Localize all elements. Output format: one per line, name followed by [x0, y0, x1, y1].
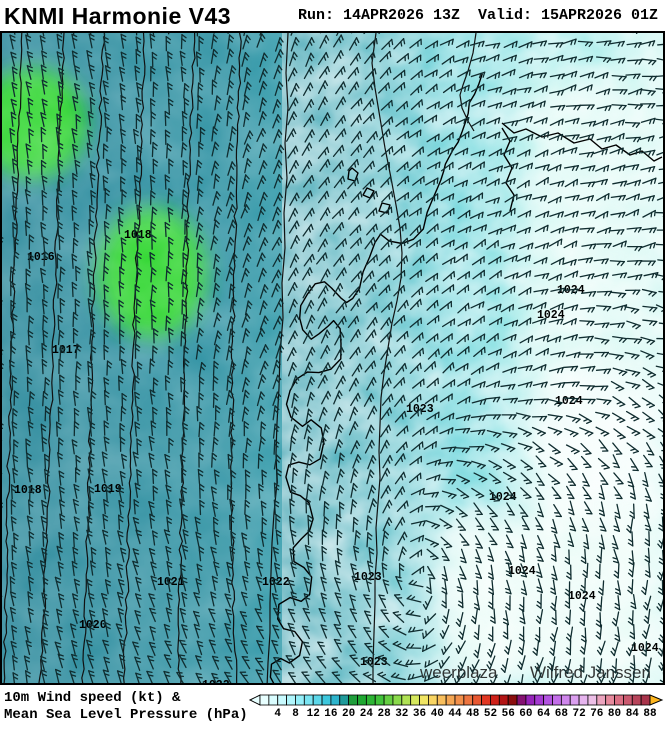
svg-text:40: 40 [431, 708, 444, 720]
svg-text:60: 60 [519, 708, 532, 720]
svg-text:1023: 1023 [530, 683, 558, 685]
svg-text:16: 16 [324, 708, 337, 720]
svg-text:1024: 1024 [568, 590, 596, 603]
svg-text:36: 36 [413, 708, 426, 720]
svg-text:56: 56 [502, 708, 515, 720]
svg-text:28: 28 [377, 708, 391, 720]
svg-text:1024: 1024 [631, 642, 659, 655]
svg-text:1018: 1018 [14, 484, 42, 497]
svg-text:1022: 1022 [262, 576, 290, 589]
svg-text:1019: 1019 [94, 483, 122, 496]
svg-text:88: 88 [643, 708, 657, 720]
svg-text:52: 52 [484, 708, 497, 720]
svg-text:1024: 1024 [557, 284, 585, 297]
svg-text:64: 64 [537, 708, 551, 720]
svg-text:12: 12 [307, 708, 320, 720]
svg-text:20: 20 [342, 708, 355, 720]
svg-text:8: 8 [292, 708, 299, 720]
svg-text:68: 68 [555, 708, 569, 720]
svg-text:80: 80 [608, 708, 621, 720]
svg-text:72: 72 [572, 708, 585, 720]
svg-text:48: 48 [466, 708, 480, 720]
svg-text:32: 32 [395, 708, 408, 720]
svg-text:4: 4 [274, 708, 281, 720]
svg-text:24: 24 [360, 708, 374, 720]
svg-text:76: 76 [590, 708, 603, 720]
svg-text:44: 44 [448, 708, 462, 720]
svg-text:1016: 1016 [27, 251, 55, 264]
svg-text:84: 84 [626, 708, 640, 720]
